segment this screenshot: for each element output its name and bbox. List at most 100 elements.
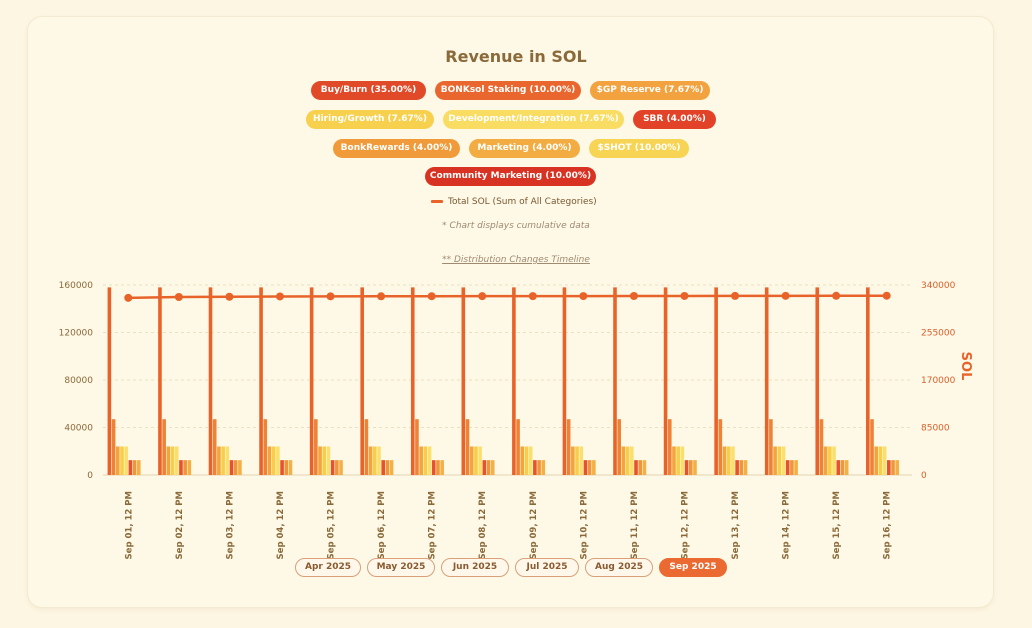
legend-item-bonksol-staking[interactable]: BONKsol Staking (10.00%) xyxy=(435,81,581,100)
x-tick-label: Sep 01, 12 PM xyxy=(124,491,134,559)
legend-item-total-sol[interactable]: Total SOL (Sum of All Categories) xyxy=(431,196,597,208)
x-tick-label: Sep 14, 12 PM xyxy=(782,491,792,559)
bar xyxy=(676,446,680,475)
legend-item-gp-reserve[interactable]: $GP Reserve (7.67%) xyxy=(590,81,710,100)
bar xyxy=(630,446,634,475)
bar xyxy=(136,460,141,475)
legend-item-shot[interactable]: $SHOT (10.00%) xyxy=(589,139,689,158)
bar xyxy=(469,446,474,475)
line-point xyxy=(731,291,740,300)
distribution-timeline-link[interactable]: ** Distribution Changes Timeline xyxy=(442,255,590,265)
x-tick-label: Sep 10, 12 PM xyxy=(579,491,589,559)
bar xyxy=(288,460,293,475)
legend-item-marketing[interactable]: Marketing (4.00%) xyxy=(469,139,580,158)
bar xyxy=(309,287,314,475)
y-tick-label-left: 80000 xyxy=(64,376,93,386)
bar xyxy=(571,446,575,475)
bar xyxy=(840,460,845,475)
bar xyxy=(212,419,217,475)
bar xyxy=(221,446,225,475)
bar xyxy=(166,446,171,475)
line-point xyxy=(124,293,133,302)
month-button-may-2025[interactable]: May 2025 xyxy=(367,558,435,577)
bar xyxy=(815,287,820,475)
y-tick-label-left: 40000 xyxy=(64,424,93,434)
legend-item-hiring-growth[interactable]: Hiring/Growth (7.67%) xyxy=(306,110,434,129)
line-point xyxy=(528,292,537,301)
x-tick-label: Sep 13, 12 PM xyxy=(731,491,741,559)
bar xyxy=(233,460,238,475)
bar xyxy=(634,460,638,475)
x-tick-label: Sep 12, 12 PM xyxy=(680,491,690,559)
bar xyxy=(490,460,495,475)
bar xyxy=(128,460,133,475)
bar xyxy=(878,446,883,475)
line-point xyxy=(832,291,841,300)
bar xyxy=(621,446,626,475)
month-button-sep-2025[interactable]: Sep 2025 xyxy=(659,558,727,577)
y-axis-title-right: SOL xyxy=(958,352,973,381)
bar xyxy=(158,287,162,475)
bar xyxy=(684,460,689,475)
bar xyxy=(120,446,124,475)
line-point xyxy=(882,291,891,300)
bar xyxy=(777,446,782,475)
bar xyxy=(743,460,748,475)
bar xyxy=(592,460,596,475)
bar xyxy=(785,460,790,475)
bar xyxy=(360,287,364,475)
bar xyxy=(276,446,280,475)
bar xyxy=(217,446,221,475)
bar xyxy=(436,460,440,475)
bar xyxy=(516,419,520,475)
legend-item-bonkrewards[interactable]: BonkRewards (4.00%) xyxy=(333,139,460,158)
bar xyxy=(625,446,630,475)
bar xyxy=(259,287,263,475)
bar xyxy=(895,460,900,475)
month-button-apr-2025[interactable]: Apr 2025 xyxy=(295,558,361,577)
legend-item-buy-burn[interactable]: Buy/Burn (35.00%) xyxy=(311,81,426,100)
y-tick-label-left: 0 xyxy=(87,471,93,481)
x-tick-label: Sep 02, 12 PM xyxy=(175,491,185,559)
x-tick-label: Sep 08, 12 PM xyxy=(478,491,488,559)
bar xyxy=(735,460,739,475)
x-tick-label: Sep 15, 12 PM xyxy=(832,491,842,559)
bar xyxy=(482,460,487,475)
legend-item-community-marketing[interactable]: Community Marketing (10.00%) xyxy=(425,167,596,186)
bar xyxy=(427,446,432,475)
bar xyxy=(537,460,541,475)
line-point xyxy=(629,292,638,301)
bar xyxy=(284,460,289,475)
bar xyxy=(617,419,622,475)
bar xyxy=(583,460,588,475)
line-point xyxy=(579,292,588,301)
bar xyxy=(478,446,482,475)
bar xyxy=(528,446,533,475)
bar xyxy=(187,460,192,475)
x-tick-label: Sep 11, 12 PM xyxy=(630,491,640,559)
y-tick-label-right: 340000 xyxy=(921,281,956,291)
legend-item-development-integration[interactable]: Development/Integration (7.67%) xyxy=(443,110,624,129)
month-button-jun-2025[interactable]: Jun 2025 xyxy=(441,558,509,577)
bar xyxy=(579,446,584,475)
month-button-jul-2025[interactable]: Jul 2025 xyxy=(515,558,579,577)
bar xyxy=(326,446,331,475)
y-tick-label-left: 160000 xyxy=(59,281,94,291)
bar xyxy=(170,446,175,475)
bar xyxy=(688,460,693,475)
line-point xyxy=(680,291,689,300)
chart-title: Revenue in SOL xyxy=(445,47,587,66)
legend-item-sbr[interactable]: SBR (4.00%) xyxy=(633,110,716,129)
bar xyxy=(790,460,794,475)
line-point xyxy=(427,292,436,301)
bar xyxy=(339,460,343,475)
bar xyxy=(819,419,824,475)
month-button-aug-2025[interactable]: Aug 2025 xyxy=(585,558,653,577)
bar xyxy=(781,446,786,475)
bar xyxy=(132,460,137,475)
bar xyxy=(314,419,318,475)
bar xyxy=(107,287,112,475)
bar xyxy=(512,287,516,475)
bar xyxy=(330,460,335,475)
